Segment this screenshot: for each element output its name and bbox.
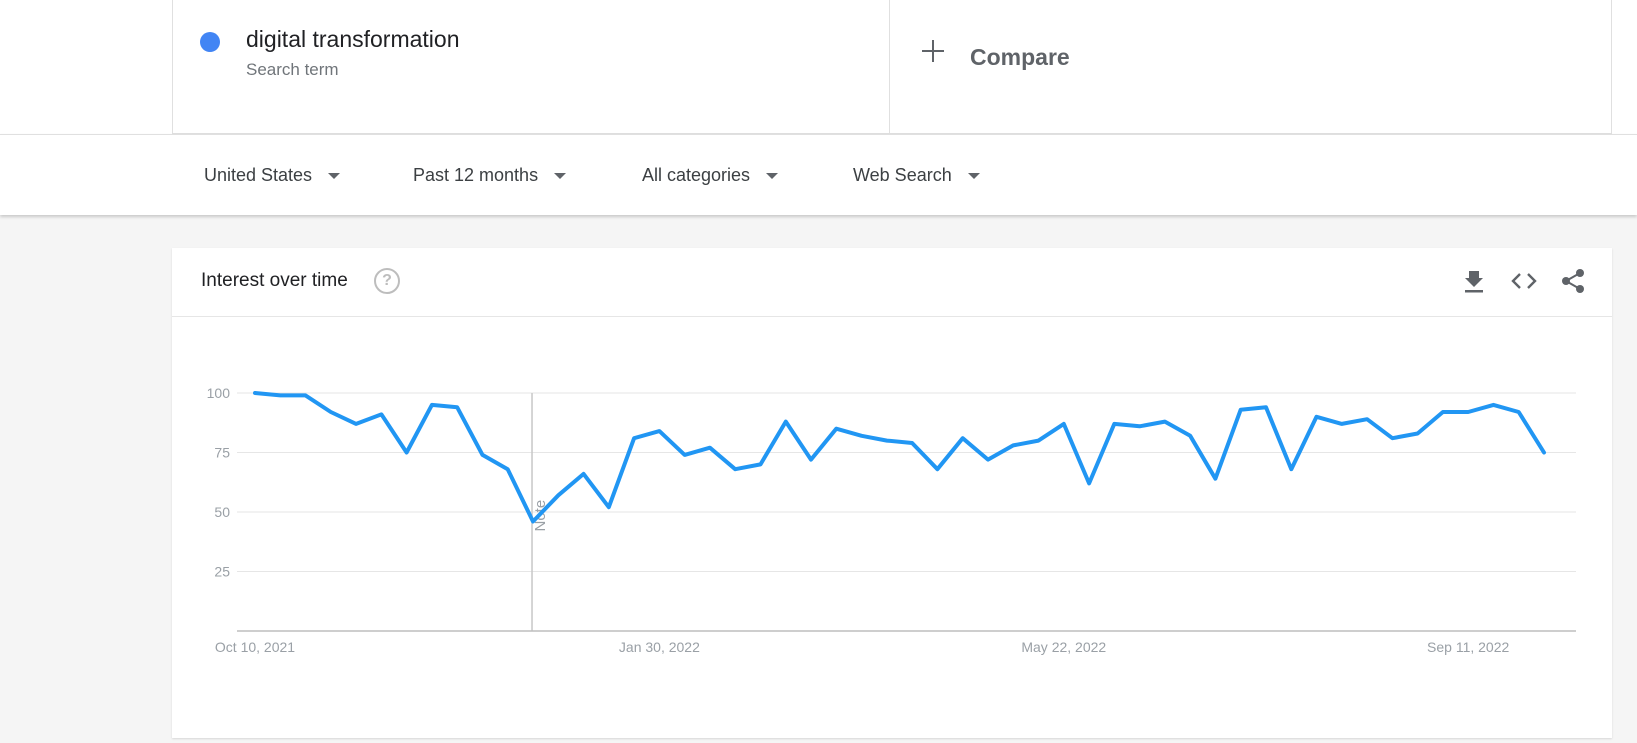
x-tick-label: Jan 30, 2022	[619, 639, 700, 655]
search-type-label: Web Search	[853, 165, 952, 185]
y-tick-label: 50	[214, 504, 230, 520]
time-range-dropdown[interactable]: Past 12 months	[413, 165, 567, 186]
card-header: Interest over time ?	[172, 248, 1612, 317]
region-label: United States	[204, 165, 313, 185]
caret-down-icon	[554, 172, 567, 179]
compare-label: Compare	[970, 44, 1070, 70]
search-type-dropdown[interactable]: Web Search	[853, 165, 980, 186]
caret-down-icon	[766, 172, 779, 179]
y-tick-label: 25	[214, 564, 230, 580]
filter-bar: United States Past 12 months All categor…	[0, 134, 1637, 215]
x-tick-label: Sep 11, 2022	[1427, 639, 1509, 655]
card-title: Interest over time	[201, 270, 348, 291]
caret-down-icon	[967, 172, 980, 179]
download-icon[interactable]	[1460, 267, 1488, 295]
embed-code-icon[interactable]	[1510, 267, 1538, 295]
search-terms-band: digital transformation Search term Compa…	[0, 0, 1637, 134]
y-tick-label: 75	[214, 445, 230, 461]
share-icon[interactable]	[1559, 267, 1587, 295]
interest-over-time-card: Interest over time ?	[172, 248, 1612, 738]
x-tick-label: Oct 10, 2021	[215, 639, 295, 655]
help-icon[interactable]: ?	[374, 268, 400, 294]
region-dropdown[interactable]: United States	[204, 165, 341, 186]
search-term-card[interactable]: digital transformation Search term	[172, 0, 890, 134]
search-term-subtitle: Search term	[246, 60, 339, 79]
series-line-digital-transformation	[253, 391, 1546, 524]
category-dropdown[interactable]: All categories	[642, 165, 779, 186]
time-range-label: Past 12 months	[413, 165, 539, 185]
compare-button[interactable]: Compare	[890, 0, 1612, 134]
x-tick-label: May 22, 2022	[1021, 639, 1106, 655]
plus-icon	[922, 40, 944, 62]
y-tick-label: 100	[207, 385, 231, 401]
caret-down-icon	[328, 172, 341, 179]
search-term-name[interactable]: digital transformation	[246, 26, 460, 52]
series-color-dot	[200, 32, 220, 52]
category-label: All categories	[642, 165, 751, 185]
